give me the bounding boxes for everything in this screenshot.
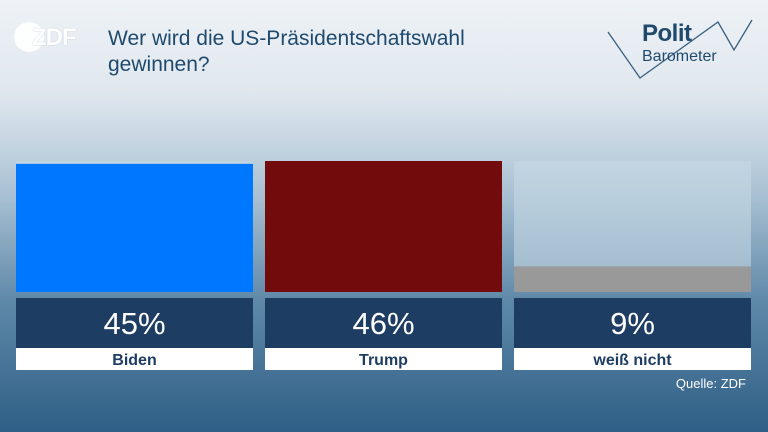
bar-biden	[16, 163, 253, 292]
category-box-biden	[16, 348, 253, 370]
page-title: Wer wird die US-Präsidentschaftswahl gew…	[108, 27, 465, 76]
category-label-trump: Trump	[359, 352, 408, 369]
value-box-trump	[265, 298, 502, 348]
zdf-logo-icon	[14, 22, 44, 52]
brand-polit: Polit	[642, 20, 692, 47]
politbarometer-zigzag-icon	[607, 19, 753, 79]
category-label-biden: Biden	[112, 352, 156, 369]
value-label-trump: 46%	[352, 306, 414, 341]
value-label-biden: 45%	[103, 306, 165, 341]
politbarometer-logo: Polit Barometer	[604, 16, 756, 80]
category-label-weiss-nicht: weiß nicht	[592, 352, 672, 369]
zdf-logo-text: ZDF	[32, 24, 77, 51]
value-box-biden	[16, 298, 253, 348]
value-label-weiss-nicht: 9%	[610, 306, 655, 341]
category-box-trump	[265, 348, 502, 370]
value-box-weiss-nicht	[514, 298, 751, 348]
category-box-weiss-nicht	[514, 348, 751, 370]
bar-weiss-nicht	[514, 266, 751, 292]
bar-trump	[265, 161, 502, 292]
source-note: Quelle: ZDF	[675, 376, 746, 391]
brand-barometer: Barometer	[642, 48, 717, 65]
zdf-logo: ZDF	[14, 22, 80, 52]
